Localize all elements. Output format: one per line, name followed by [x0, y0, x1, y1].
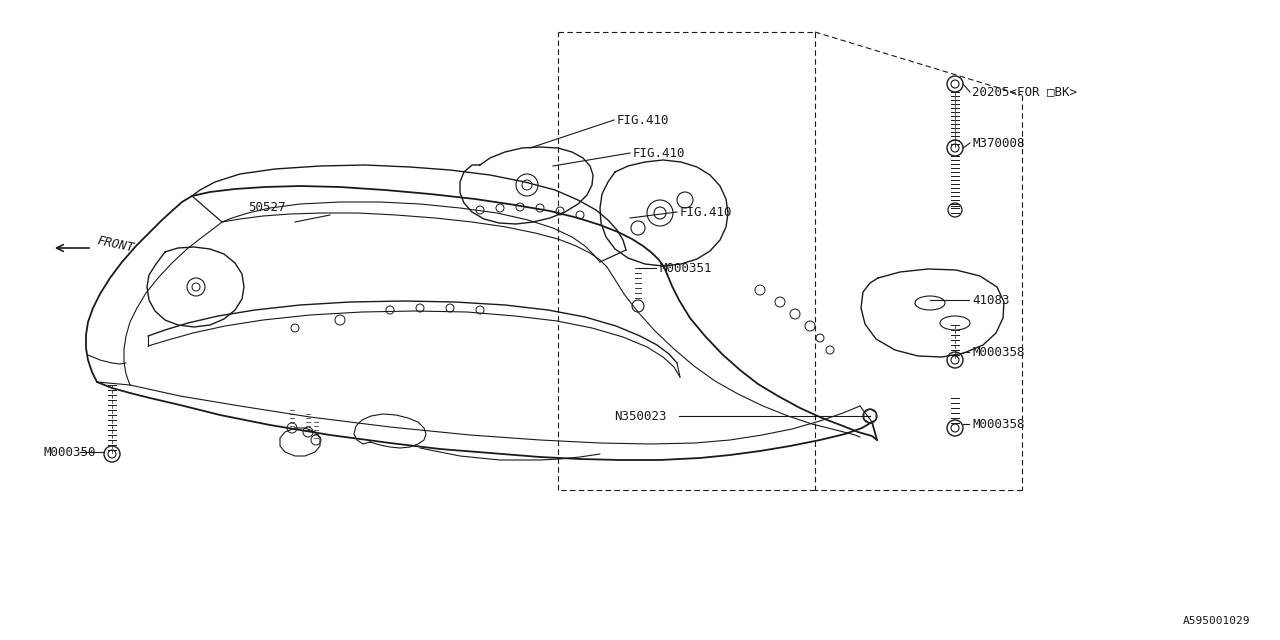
Text: 41083: 41083 [972, 294, 1010, 307]
Text: 20205<FOR □BK>: 20205<FOR □BK> [972, 86, 1076, 99]
Text: FIG.410: FIG.410 [617, 113, 669, 127]
Text: 50527: 50527 [248, 200, 285, 214]
Text: A595001029: A595001029 [1183, 616, 1251, 626]
Text: N350023: N350023 [614, 410, 667, 422]
Text: M370008: M370008 [972, 136, 1024, 150]
Text: M000351: M000351 [659, 262, 712, 275]
Text: M000358: M000358 [972, 346, 1024, 358]
Text: FIG.410: FIG.410 [634, 147, 686, 159]
Text: FRONT: FRONT [96, 234, 136, 254]
Text: M000350: M000350 [44, 445, 96, 458]
Text: FIG.410: FIG.410 [680, 205, 732, 218]
Text: M000358: M000358 [972, 417, 1024, 431]
